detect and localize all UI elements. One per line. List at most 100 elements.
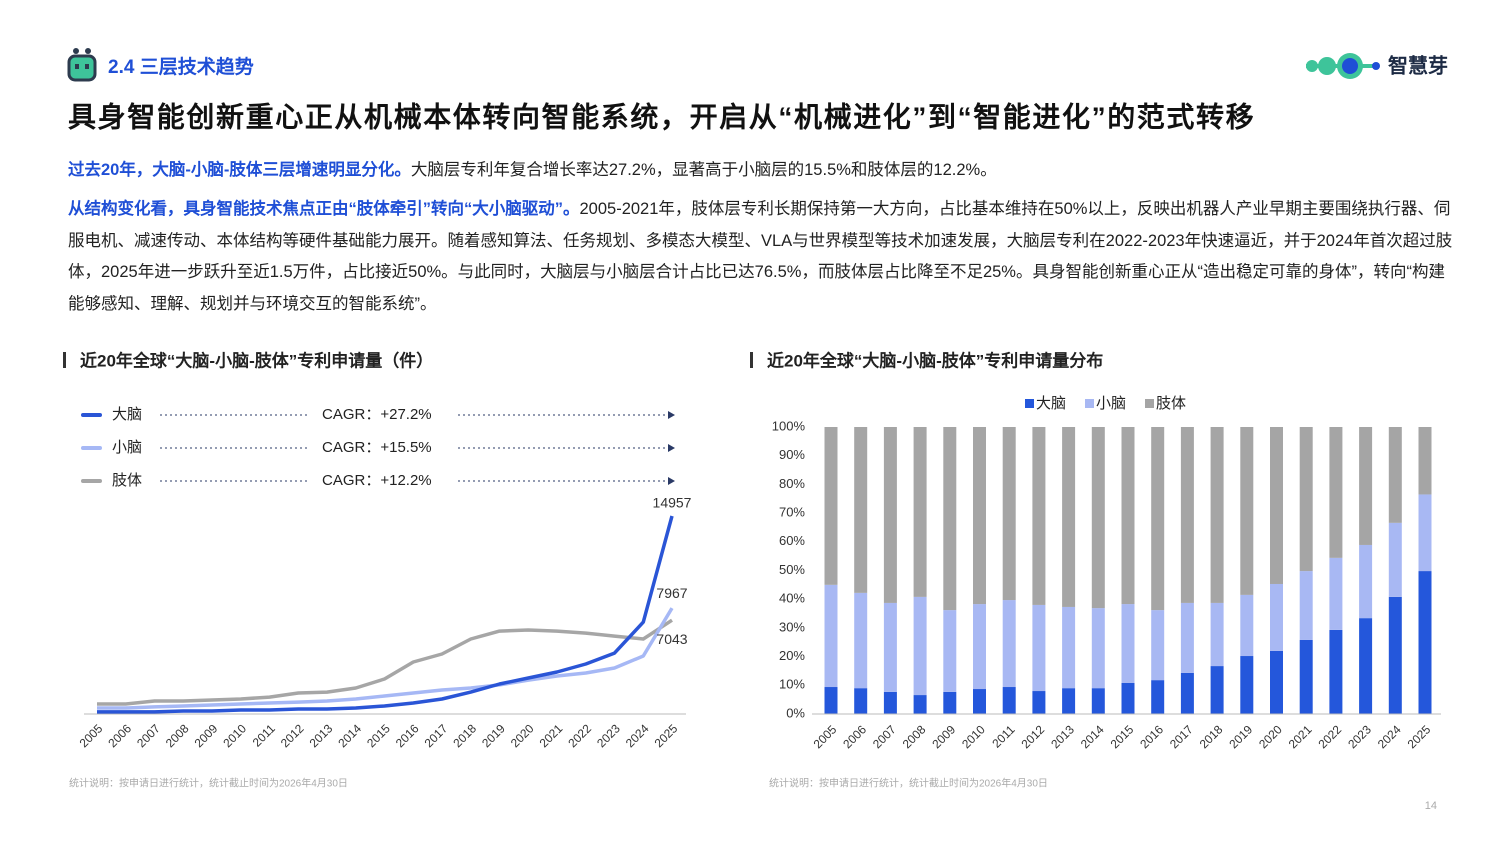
x-tick-label: 2014 [335,721,364,750]
legend-label: 肢体 [1156,395,1186,412]
bar-segment [1151,680,1165,714]
page-title: 具身智能创新重心正从机械本体转向智能系统，开启从“机械进化”到“智能进化”的范式… [68,100,1255,132]
footnote: 统计说明：按申请日进行统计，统计截止时间为2026年4月30日 [769,777,1048,790]
title-marker [63,352,66,368]
series-line [97,618,673,706]
legend-arrow [668,444,675,452]
bar-segment [1418,427,1432,495]
x-tick-label: 2014 [1078,722,1107,751]
bar-segment [1151,427,1165,611]
data-label: 14957 [653,495,692,511]
x-tick-label: 2021 [537,721,566,750]
x-tick-label: 2024 [623,721,652,750]
legend-arrow [668,411,675,419]
bar-segment [1210,666,1224,714]
x-tick-label: 2017 [1167,722,1196,751]
x-tick-label: 2007 [870,722,899,751]
y-tick-label: 60% [779,533,805,548]
legend-label: 大脑 [1036,395,1066,412]
bar-segment [1240,427,1254,595]
bar-segment [1329,427,1343,558]
bar-segment [1062,688,1076,714]
x-tick-label: 2010 [959,722,988,751]
y-tick-label: 20% [779,648,805,663]
bar-segment [1418,494,1432,572]
y-tick-label: 40% [779,591,805,606]
data-label: 7043 [656,631,687,647]
bar-segment [854,427,868,593]
bar-segment [1270,583,1283,651]
bar-segment [1359,618,1373,714]
bar-segment [1032,427,1046,605]
bar-segment [1180,427,1194,603]
legend-label: 大脑 [112,406,142,423]
bar-segment [854,688,868,714]
x-tick-label: 2012 [1018,722,1047,751]
section-icon [67,48,97,82]
bar-segment [973,689,986,714]
y-tick-label: 80% [779,476,805,491]
x-tick-label: 2022 [1315,722,1344,751]
x-tick-label: 2006 [105,721,134,750]
x-tick-label: 2015 [364,721,393,750]
x-tick-label: 2016 [393,721,422,750]
bar-segment [1418,571,1432,714]
section-title: 2.4 三层技术趋势 [108,55,254,78]
bar-segment [943,610,957,692]
y-tick-label: 30% [779,619,805,634]
x-tick-label: 2009 [929,722,958,751]
bar-segment [883,427,897,603]
x-tick-label: 2013 [1048,722,1077,751]
legend-label: 小脑 [1096,395,1126,412]
legend-swatch [1085,399,1094,408]
bar-segment [1032,691,1046,714]
x-tick-label: 2023 [1345,722,1374,751]
x-tick-label: 2025 [652,721,681,750]
bar-segment [1091,427,1105,609]
bar-segment [1002,687,1016,714]
bar-segment [1359,544,1373,619]
series-line [97,515,674,714]
x-tick-label: 2019 [1226,722,1255,751]
bar-segment [1151,610,1165,681]
bar-segment [1388,596,1402,714]
chart-title: 近20年全球“大脑-小脑-肢体”专利申请量分布 [767,350,1103,370]
bar-segment [1180,672,1194,714]
x-tick-label: 2009 [192,721,221,750]
x-tick-label: 2019 [479,721,508,750]
logo-mark [1306,53,1380,79]
bar-segment [1062,427,1076,607]
bar-segment [1121,604,1135,684]
bar-segment [1299,639,1313,714]
footnote: 统计说明：按申请日进行统计，统计截止时间为2026年4月30日 [69,777,348,790]
title-marker [750,352,753,368]
data-label: 7967 [656,585,687,601]
bar-segment [1121,683,1135,714]
bar-segment [943,427,957,611]
bar-segment [1091,608,1105,689]
x-tick-label: 2024 [1375,722,1404,751]
bar-segment [913,427,927,597]
bar-segment [1002,427,1016,601]
x-tick-label: 2021 [1286,722,1315,751]
x-tick-label: 2012 [278,721,307,750]
bar-segment [1299,571,1313,640]
bar-segment [854,592,868,689]
paragraph: 过去20年，大脑-小脑-肢体三层增速明显分化。大脑层专利年复合增长率达27.2%… [68,155,1453,187]
paragraph-lead: 从结构变化看，具身智能技术焦点正由“肢体牵引”转向“大小脑驱动”。 [68,200,580,218]
x-tick-label: 2005 [77,721,106,750]
bar-segment [883,602,897,692]
x-tick-label: 2016 [1137,722,1166,751]
paragraph-body: 2005-2021年，肢体层专利长期保持第一大方向，占比基本维持在50%以上，反… [68,200,1453,313]
x-tick-label: 2006 [840,722,869,751]
x-tick-label: 2017 [422,721,451,750]
bar-segment [1240,594,1254,657]
page-number: 14 [1425,800,1437,812]
y-tick-label: 70% [779,505,805,520]
y-tick-label: 100% [772,418,806,433]
legend-label: 肢体 [112,472,142,489]
bar-segment [824,687,838,714]
y-tick-label: 90% [779,447,805,462]
